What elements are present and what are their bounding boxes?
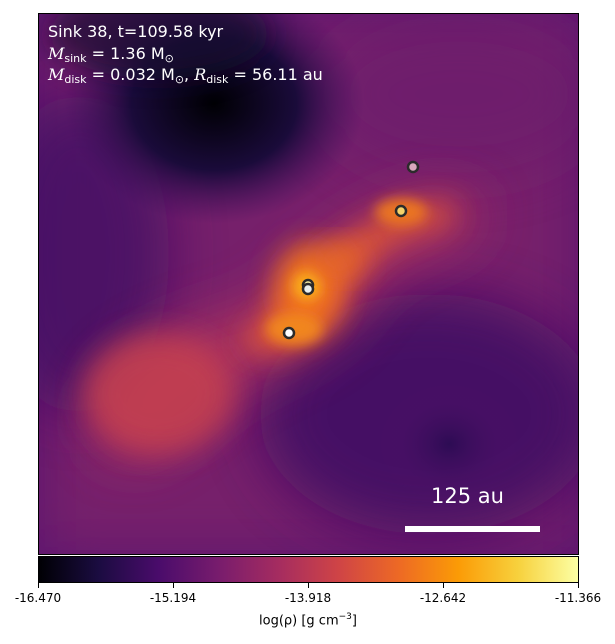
mdisk-symbol: M [48,65,65,84]
msink-sun-symbol: ⊙ [164,52,174,65]
annotation-line-sink-mass: Msink = 1.36 M⊙ [48,44,174,69]
sink-particle-1 [406,160,420,174]
rdisk-symbol: R [194,65,207,84]
colorbar-label-main: log(ρ) [g cm [259,613,339,629]
colorbar-tick-label-3: -12.642 [419,591,467,605]
rdisk-value: = 56.11 au [233,65,323,84]
colorbar-label-end: ] [351,613,357,629]
colorbar [38,556,579,583]
msink-value: = 1.36 M [91,44,165,63]
rdisk-subscript: disk [206,73,229,86]
sink-particles [282,160,420,340]
mdisk-sun-symbol: ⊙ [174,73,185,86]
scale-bar [405,526,540,532]
colorbar-label-exponent: −3 [338,612,352,622]
msink-subscript: sink [64,52,87,65]
sink-particle-2 [394,204,408,218]
scale-bar-label: 125 au [431,484,504,508]
annotation-line-1: Sink 38, t=109.58 kyr [48,22,224,41]
colorbar-tick-label-0: -16.470 [14,591,62,605]
colorbar-tick-label-1: -15.194 [149,591,197,605]
sink-particle-4 [301,282,315,296]
annotation-separator: , [184,65,195,84]
annotation-line-disk: Mdisk = 0.032 M⊙, Rdisk = 56.11 au [48,65,323,90]
colorbar-tick [443,583,444,588]
colorbar-tick [578,583,579,588]
density-map-panel: Sink 38, t=109.58 kyr Msink = 1.36 M⊙ Md… [38,13,579,555]
colorbar-tick [173,583,174,588]
colorbar-tick [38,583,39,588]
colorbar-label: log(ρ) [g cm−3] [259,612,357,628]
mdisk-subscript: disk [64,73,87,86]
msink-symbol: M [48,44,65,63]
mdisk-value: = 0.032 M [91,65,175,84]
colorbar-tick-label-4: -11.366 [554,591,602,605]
sink-particle-5 [282,326,296,340]
density-map [39,14,578,554]
colorbar-tick [308,583,309,588]
colorbar-tick-label-2: -13.918 [284,591,332,605]
